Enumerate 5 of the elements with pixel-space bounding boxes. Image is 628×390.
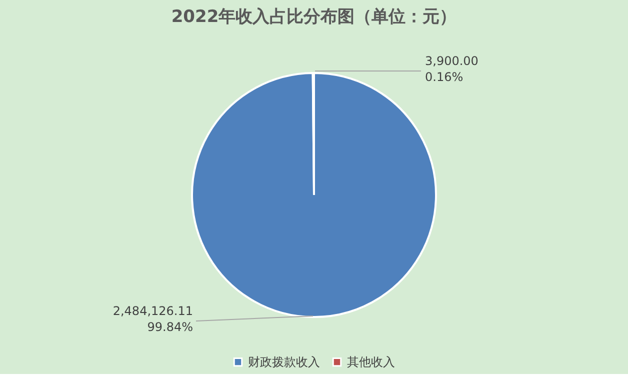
chart-title: 2022年收入占比分布图（单位：元）: [171, 7, 457, 27]
legend-label: 其他收入: [347, 355, 395, 370]
legend-label: 财政拨款收入: [248, 355, 320, 370]
data-label: 2,484,126.11 99.84%: [112, 304, 193, 334]
data-label: 3,900.00 0.16%: [425, 54, 478, 84]
